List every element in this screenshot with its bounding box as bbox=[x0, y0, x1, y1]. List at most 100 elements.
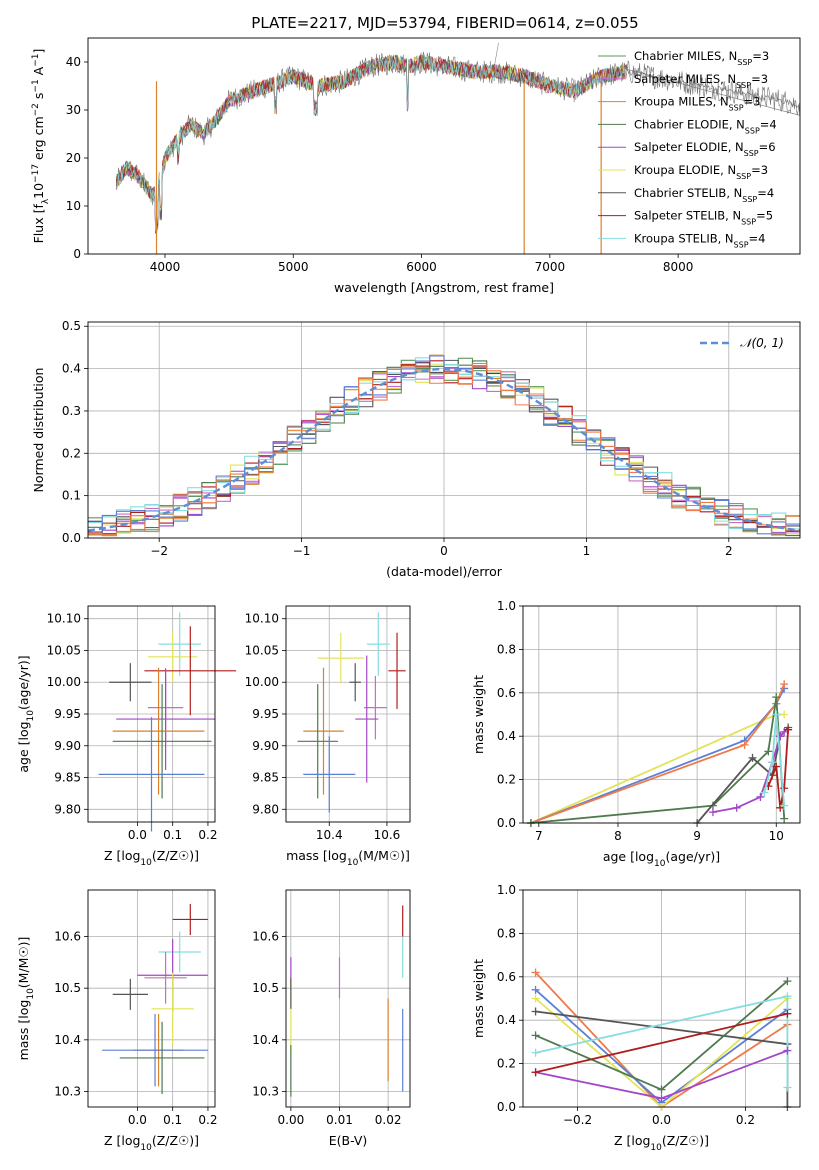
legend-label: Chabrier MILES, NSSP=3 bbox=[634, 49, 769, 67]
y-tick-label: 0.4 bbox=[62, 362, 81, 376]
y-tick-label: 9.85 bbox=[54, 771, 81, 785]
mass-weight-series bbox=[763, 714, 786, 806]
y-tick-label: 20 bbox=[66, 151, 81, 165]
x-tick-label: −2 bbox=[150, 544, 168, 558]
y-tick-label: 0.2 bbox=[497, 1057, 516, 1071]
axes-frame bbox=[285, 605, 411, 823]
legend-label: 𝒩(0, 1) bbox=[740, 336, 784, 350]
y-axis-label: mass weight bbox=[471, 675, 486, 754]
y-tick-label: 0.8 bbox=[497, 642, 516, 656]
data-point-marker bbox=[783, 1083, 792, 1092]
data-point-marker bbox=[760, 788, 769, 797]
mass-vs-ebv-panel: 0.00 0.01 0.02 10.3 10.4 10.5 10.6 E(B-V) bbox=[252, 889, 411, 1148]
data-point-marker bbox=[780, 814, 789, 823]
x-tick-label: 0.1 bbox=[163, 828, 182, 842]
y-tick-label: 10.05 bbox=[47, 643, 81, 657]
y-tick-label: 0.4 bbox=[497, 1013, 516, 1027]
y-tick-label: 9.95 bbox=[54, 707, 81, 721]
data-point-marker bbox=[783, 1046, 792, 1055]
x-tick-label: 10.6 bbox=[374, 828, 401, 842]
data-point-marker bbox=[768, 758, 777, 767]
mass-weight-series bbox=[530, 683, 786, 824]
x-axis-label: E(B-V) bbox=[329, 1133, 368, 1148]
data-point-marker bbox=[531, 994, 540, 1003]
mass-weight-series bbox=[712, 731, 785, 813]
y-tick-label: 10.00 bbox=[245, 675, 279, 689]
model-spectrum-line bbox=[116, 55, 627, 232]
legend-label: Kroupa MILES, NSSP=3 bbox=[634, 95, 760, 113]
y-axis-label: Normed distribution bbox=[31, 368, 46, 493]
y-tick-label: 10.00 bbox=[47, 675, 81, 689]
mass-vs-z-panel: 0.0 0.1 0.2 10.3 10.4 10.5 10.6 Z [log10(Z/Z☉)]… bbox=[16, 889, 217, 1153]
y-tick-label: 9.80 bbox=[252, 802, 279, 816]
y-tick-label: 0.1 bbox=[62, 489, 81, 503]
data-point-marker bbox=[531, 968, 540, 977]
data-point-marker bbox=[531, 1068, 540, 1077]
legend-label: Chabrier STELIB, NSSP=4 bbox=[634, 186, 774, 204]
y-tick-label: 0.0 bbox=[497, 1100, 516, 1114]
x-axis-label: Z [log10(Z/Z☉)] bbox=[104, 848, 199, 868]
y-tick-label: 1.0 bbox=[497, 883, 516, 897]
y-tick-label: 0.0 bbox=[62, 531, 81, 545]
data-point-marker bbox=[780, 710, 789, 719]
axes-frame bbox=[522, 889, 801, 1108]
x-axis-label: mass [log10(M/M☉)] bbox=[286, 848, 410, 868]
axes-frame bbox=[285, 889, 411, 1108]
y-tick-label: 30 bbox=[66, 103, 81, 117]
age-vs-mass-panel: 10.4 10.6 9.80 9.85 9.90 9.95 10.00 10.05 10.10 m… bbox=[245, 605, 411, 868]
data-point-marker bbox=[657, 1094, 666, 1103]
y-axis-label: mass [log10(M/M☉)] bbox=[16, 937, 36, 1061]
legend-label: Kroupa STELIB, NSSP=4 bbox=[634, 231, 765, 249]
x-tick-label: −0.2 bbox=[563, 1113, 592, 1127]
y-tick-label: 10.05 bbox=[245, 643, 279, 657]
x-tick-label: 0.00 bbox=[278, 1113, 305, 1127]
x-tick-label: 2 bbox=[725, 544, 733, 558]
mass-weight-series bbox=[535, 1012, 788, 1074]
y-tick-label: 9.90 bbox=[54, 739, 81, 753]
x-tick-label: 7 bbox=[535, 829, 543, 843]
x-tick-label: −1 bbox=[293, 544, 311, 558]
x-axis-label: age [log10(age/yr)] bbox=[603, 849, 720, 869]
x-tick-label: 7000 bbox=[535, 260, 566, 274]
histogram-series bbox=[88, 362, 800, 536]
legend-label: Kroupa ELODIE, NSSP=3 bbox=[634, 163, 768, 181]
data-point-marker bbox=[780, 801, 789, 810]
x-tick-label: 0 bbox=[440, 544, 448, 558]
halpha-line bbox=[493, 42, 499, 72]
y-tick-label: 40 bbox=[66, 55, 81, 69]
x-tick-label: 4000 bbox=[150, 260, 181, 274]
age-vs-z-panel: 0.0 0.1 0.2 9.80 9.85 9.90 9.95 10.00 10.05 10.10… bbox=[16, 605, 237, 868]
y-tick-label: 10.3 bbox=[252, 1085, 279, 1099]
data-point-marker bbox=[657, 1085, 666, 1094]
axes-frame bbox=[522, 605, 801, 824]
axes-frame bbox=[87, 889, 216, 1108]
model-spectrum-line bbox=[115, 54, 627, 231]
x-axis-label: Z [log10(Z/Z☉)] bbox=[614, 1133, 709, 1153]
y-tick-label: 10.6 bbox=[252, 930, 279, 944]
y-tick-label: 10.3 bbox=[54, 1085, 81, 1099]
y-tick-label: 1.0 bbox=[497, 599, 516, 613]
y-tick-label: 0.5 bbox=[62, 319, 81, 333]
x-tick-label: 1 bbox=[583, 544, 591, 558]
x-tick-label: 0.0 bbox=[128, 828, 147, 842]
x-tick-label: 0.02 bbox=[375, 1113, 402, 1127]
legend-label: Salpeter STELIB, NSSP=5 bbox=[634, 209, 773, 227]
data-point-marker bbox=[772, 710, 781, 719]
x-tick-label: 0.1 bbox=[163, 1113, 182, 1127]
data-point-marker bbox=[732, 803, 741, 812]
x-tick-label: 8 bbox=[614, 829, 622, 843]
y-tick-label: 10.5 bbox=[54, 981, 81, 995]
y-tick-label: 10.4 bbox=[252, 1033, 279, 1047]
x-tick-label: 6000 bbox=[406, 260, 437, 274]
x-axis-label: Z [log10(Z/Z☉)] bbox=[104, 1133, 199, 1153]
x-axis-label: wavelength [Angstrom, rest frame] bbox=[334, 280, 554, 295]
y-tick-label: 0.8 bbox=[497, 926, 516, 940]
axes-frame bbox=[87, 321, 801, 539]
legend-label: Chabrier ELODIE, NSSP=4 bbox=[634, 117, 777, 135]
x-tick-label: 9 bbox=[693, 829, 701, 843]
y-axis-label: mass weight bbox=[471, 959, 486, 1038]
data-point-marker bbox=[740, 740, 749, 749]
y-axis-label: Flux [fλ10−17 erg cm−2 s−1 A−1] bbox=[31, 49, 51, 244]
axes-frame bbox=[87, 37, 801, 255]
